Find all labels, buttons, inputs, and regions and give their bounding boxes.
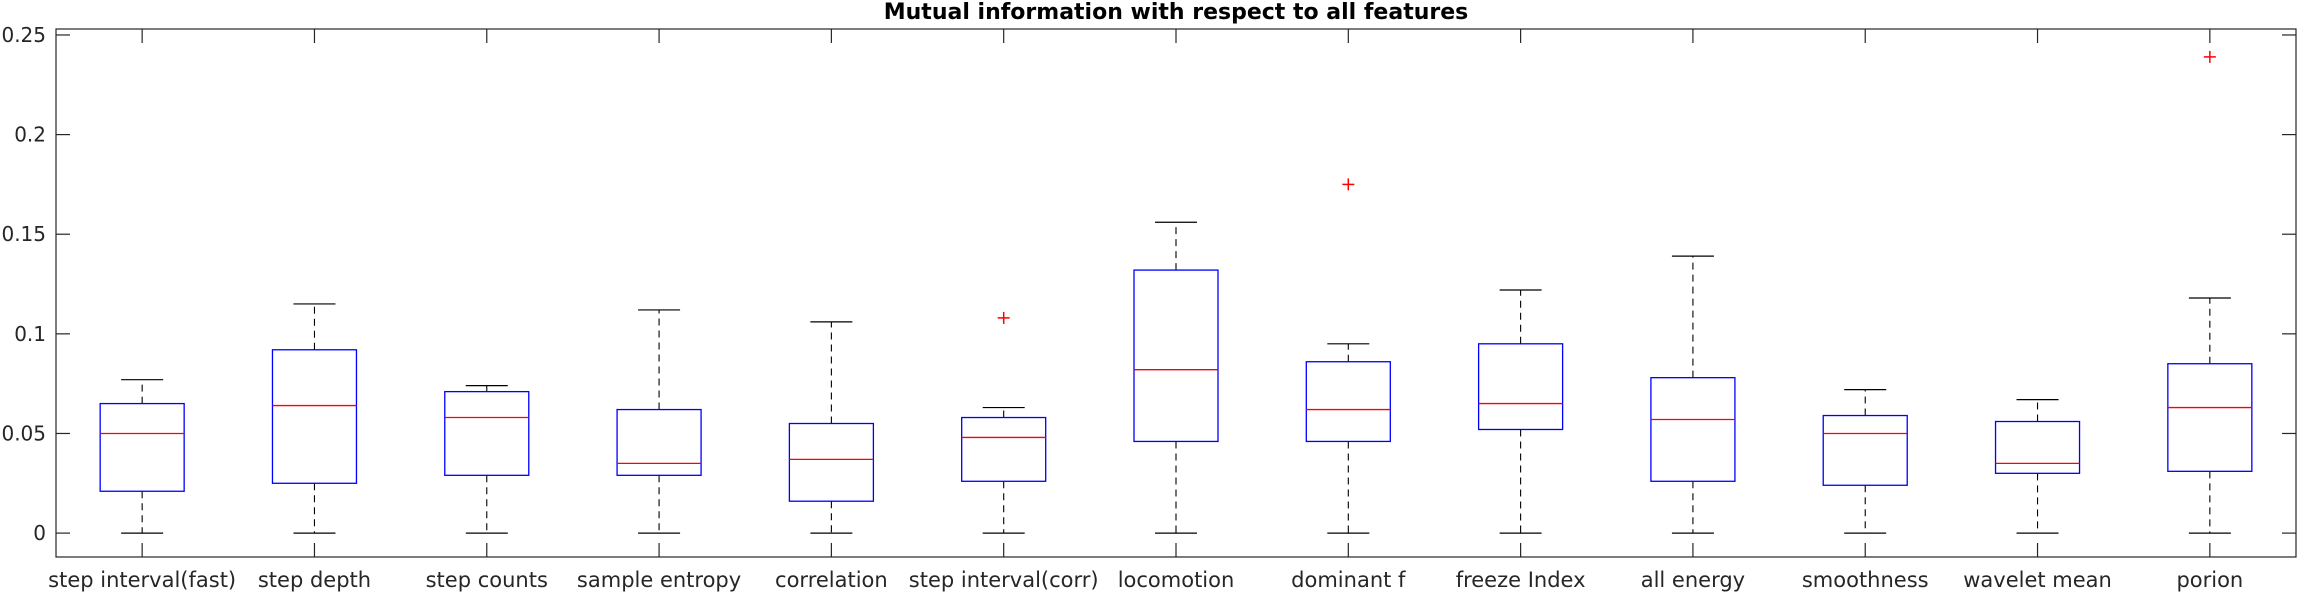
box-group <box>1994 398 2081 534</box>
iqr-box <box>271 349 358 484</box>
box-group <box>1822 389 1908 534</box>
iqr-box <box>444 390 530 476</box>
box-group <box>444 385 530 534</box>
category-label: locomotion <box>1118 568 1235 592</box>
category-label: step interval(corr) <box>909 568 1099 592</box>
iqr-box <box>1994 420 2081 474</box>
y-tick-label: 0.05 <box>1 421 46 445</box>
category-label: step depth <box>258 568 371 592</box>
iqr-box <box>616 408 702 476</box>
y-tick-label: 0.2 <box>14 123 46 147</box>
y-tick-label: 0.1 <box>14 322 46 346</box>
outlier-marker <box>2203 50 2216 63</box>
iqr-box <box>788 422 875 502</box>
outlier-marker <box>997 311 1010 324</box>
iqr-box <box>1477 343 1564 431</box>
y-tick-label: 0.15 <box>1 222 46 246</box>
iqr-box <box>1305 361 1391 443</box>
outlier-marker <box>1342 178 1355 191</box>
plot-marks <box>99 50 2253 534</box>
category-label: wavelet mean <box>1963 568 2112 592</box>
iqr-box <box>961 416 1047 482</box>
iqr-box <box>99 402 185 492</box>
box-group <box>1305 178 1391 534</box>
category-label: smoothness <box>1802 568 1929 592</box>
category-label: freeze Index <box>1456 568 1586 592</box>
axis-labels: 0 0.05 0.1 0.15 0.2 0.25 step interval(fast) st… <box>1 23 2243 592</box>
y-tick-label: 0.25 <box>1 23 46 47</box>
category-label: all energy <box>1641 568 1745 592</box>
category-label: step counts <box>426 568 548 592</box>
box-group <box>788 321 875 534</box>
iqr-box <box>1133 269 1219 443</box>
box-group <box>961 311 1047 534</box>
category-label: porion <box>2176 568 2243 592</box>
category-label: dominant f <box>1291 568 1406 592</box>
box-group <box>1477 289 1564 534</box>
box-group <box>1650 255 1736 534</box>
box-group <box>271 303 358 534</box>
box-group <box>1133 221 1219 534</box>
box-group <box>99 379 185 534</box>
category-label: sample entropy <box>577 568 741 592</box>
axis-ticks <box>56 29 2296 557</box>
iqr-box <box>2167 363 2253 472</box>
box-group <box>2167 50 2253 534</box>
iqr-box <box>1650 377 1736 482</box>
box-group <box>616 309 702 534</box>
category-label: correlation <box>775 568 888 592</box>
category-label: step interval(fast) <box>48 568 236 592</box>
y-tick-label: 0 <box>33 521 46 545</box>
iqr-box <box>1822 414 1908 486</box>
chart-title: Mutual information with respect to all f… <box>884 0 1469 25</box>
